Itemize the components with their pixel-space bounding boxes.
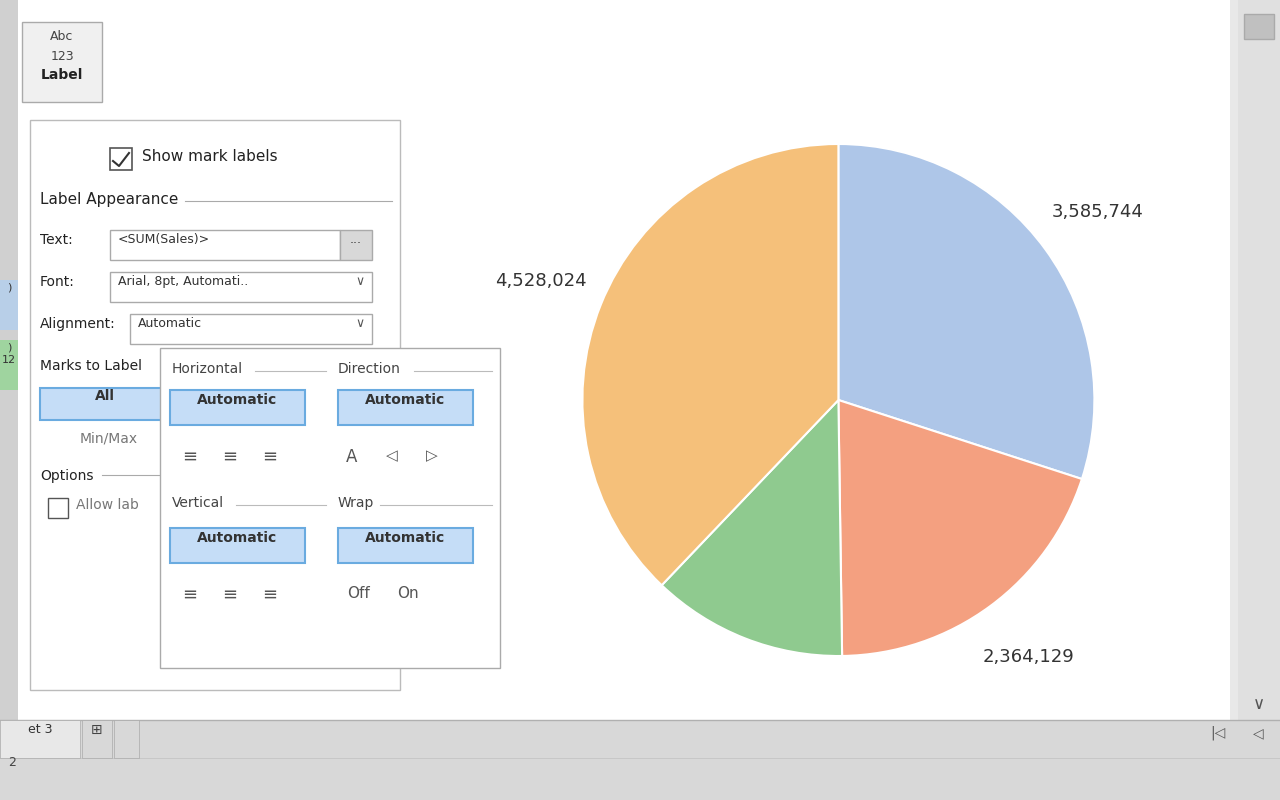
- Bar: [160, 348, 500, 668]
- Bar: [1238, 0, 1280, 720]
- Bar: [110, 148, 132, 170]
- Text: All: All: [95, 389, 115, 403]
- Text: Off: Off: [347, 586, 370, 601]
- Text: Automatic: Automatic: [197, 531, 278, 545]
- Text: On: On: [397, 586, 419, 601]
- Text: Automatic: Automatic: [365, 393, 445, 407]
- Text: 3,585,744: 3,585,744: [1051, 203, 1143, 221]
- Bar: [170, 390, 305, 425]
- Text: 123: 123: [50, 50, 74, 63]
- Text: 2: 2: [8, 756, 15, 769]
- Bar: [29, 120, 399, 690]
- Text: Horizontal: Horizontal: [172, 362, 243, 376]
- Text: Options: Options: [40, 469, 93, 483]
- Text: ∨: ∨: [1253, 695, 1265, 713]
- Text: Marks to Label: Marks to Label: [40, 359, 142, 373]
- Text: ▷: ▷: [426, 448, 438, 463]
- Wedge shape: [838, 144, 1094, 479]
- Text: Abc: Abc: [50, 30, 74, 43]
- Bar: [82, 720, 113, 758]
- Bar: [131, 314, 372, 344]
- Text: Automatic: Automatic: [138, 317, 202, 330]
- Bar: [338, 390, 474, 425]
- Bar: [0, 720, 1280, 800]
- Text: ⊞: ⊞: [91, 723, 102, 737]
- Bar: [110, 272, 372, 302]
- Text: Allow lab: Allow lab: [76, 498, 138, 512]
- Text: ): ): [6, 342, 12, 352]
- Wedge shape: [582, 144, 838, 586]
- Text: ≡: ≡: [223, 448, 238, 466]
- Text: Automatic: Automatic: [197, 393, 278, 407]
- Text: Min/Max: Min/Max: [79, 432, 138, 446]
- Text: Arial, 8pt, Automati..: Arial, 8pt, Automati..: [118, 275, 248, 288]
- Text: ...: ...: [349, 233, 362, 246]
- Bar: [0, 340, 18, 390]
- Text: Show mark labels: Show mark labels: [142, 149, 278, 164]
- Text: ∨: ∨: [356, 317, 365, 330]
- Bar: [340, 230, 372, 260]
- Text: Label: Label: [41, 68, 83, 82]
- Bar: [338, 528, 474, 563]
- Bar: [0, 0, 18, 720]
- Text: ◁: ◁: [1253, 726, 1263, 740]
- Wedge shape: [838, 400, 1082, 656]
- Text: Alignment:: Alignment:: [40, 317, 115, 331]
- Bar: [0, 280, 18, 330]
- Text: ≡: ≡: [183, 586, 197, 604]
- Bar: [1230, 0, 1280, 720]
- Text: ∨: ∨: [356, 275, 365, 288]
- Text: 12: 12: [3, 355, 17, 365]
- Text: et 3: et 3: [28, 723, 52, 736]
- Bar: [0, 720, 79, 758]
- Text: A: A: [347, 448, 357, 466]
- Text: ≡: ≡: [183, 448, 197, 466]
- Text: ): ): [6, 282, 12, 292]
- Bar: [0, 720, 1280, 800]
- Text: ≡: ≡: [223, 586, 238, 604]
- Text: Direction: Direction: [338, 362, 401, 376]
- Bar: [170, 528, 305, 563]
- Text: Vertical: Vertical: [172, 496, 224, 510]
- Text: ◁: ◁: [387, 448, 398, 463]
- Text: |◁: |◁: [1211, 726, 1226, 741]
- Bar: [1244, 14, 1274, 39]
- Text: Label Appearance: Label Appearance: [40, 192, 178, 207]
- Text: Wrap: Wrap: [338, 496, 374, 510]
- Text: 2,364,129: 2,364,129: [983, 649, 1074, 666]
- Text: 4,528,024: 4,528,024: [495, 272, 588, 290]
- Text: <SUM(Sales)>: <SUM(Sales)>: [118, 233, 210, 246]
- Text: ≡: ≡: [262, 586, 278, 604]
- Text: Text:: Text:: [40, 233, 73, 247]
- Bar: [49, 498, 68, 518]
- Wedge shape: [662, 400, 842, 656]
- Text: ≡: ≡: [262, 448, 278, 466]
- Text: Font:: Font:: [40, 275, 74, 289]
- Text: Automatic: Automatic: [365, 531, 445, 545]
- Bar: [40, 388, 170, 420]
- Bar: [114, 720, 140, 758]
- Bar: [22, 22, 102, 102]
- Bar: [110, 230, 340, 260]
